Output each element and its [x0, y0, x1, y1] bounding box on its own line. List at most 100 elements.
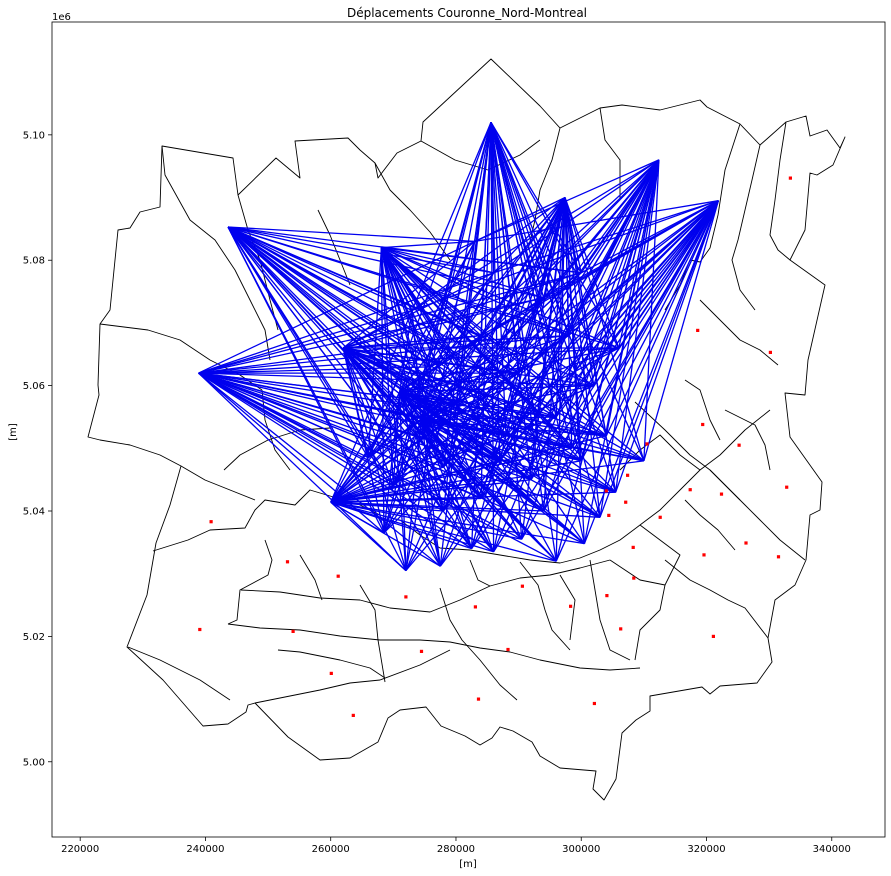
flow-line	[455, 197, 566, 405]
flow-line	[442, 159, 660, 512]
flow-line	[442, 200, 719, 468]
flow-line	[493, 200, 719, 553]
flow-line	[383, 419, 423, 534]
flow-line	[420, 419, 495, 553]
flow-line	[342, 272, 494, 349]
flow-line	[198, 372, 407, 572]
flow-line	[615, 159, 660, 493]
flow-line	[398, 310, 413, 392]
flow-line	[343, 272, 582, 349]
flow-line	[342, 309, 413, 349]
flow-line	[421, 297, 545, 421]
flow-line	[521, 159, 660, 540]
y-tick-label: 5.00	[23, 757, 45, 768]
y-tick-label: 5.06	[23, 381, 45, 392]
flow-line	[330, 460, 582, 503]
flow-line	[330, 460, 644, 503]
flow-line	[398, 391, 407, 571]
flow-line	[615, 200, 720, 493]
centroid-point	[645, 442, 649, 446]
flow-line	[342, 347, 507, 437]
flow-line	[399, 391, 573, 449]
centroid-point	[702, 553, 706, 557]
flow-line	[342, 347, 473, 549]
y-tick-label: 5.02	[23, 632, 45, 643]
flow-line	[342, 347, 645, 462]
flow-line	[571, 159, 660, 449]
flow-line	[405, 420, 423, 571]
flow-line	[480, 122, 492, 336]
flow-line	[330, 501, 522, 540]
centroid-point	[291, 629, 295, 633]
flow-line	[421, 419, 616, 493]
flow-line	[580, 159, 660, 274]
flow-line	[555, 200, 719, 562]
centroid-point	[351, 713, 355, 717]
y-axis-label: [m]	[8, 423, 19, 441]
centroid-point	[632, 576, 636, 580]
flow-line	[342, 347, 444, 512]
flow-line	[421, 419, 582, 462]
centroid-point	[776, 555, 781, 559]
x-tick-label: 220000	[61, 844, 99, 855]
flow-line	[398, 391, 441, 567]
flow-line	[421, 347, 620, 421]
flow-line	[398, 391, 445, 512]
x-tick-label: 240000	[186, 844, 224, 855]
centroid-point	[285, 560, 290, 564]
flow-line	[430, 122, 492, 367]
flow-line	[505, 159, 660, 437]
x-tick-label: 280000	[437, 844, 475, 855]
centroid-point	[419, 649, 424, 653]
centroid-point	[336, 574, 340, 578]
flow-line	[564, 197, 582, 273]
flow-line	[564, 197, 582, 461]
flow-line	[330, 501, 385, 534]
flow-line	[618, 200, 719, 349]
flow-line	[605, 200, 719, 437]
flow-line	[227, 226, 494, 274]
x-tick-label: 300000	[562, 844, 600, 855]
flow-line	[330, 501, 585, 545]
flow-line	[580, 200, 719, 462]
flow-line	[342, 240, 476, 349]
flow-line	[420, 241, 476, 421]
centroid-point	[785, 485, 789, 489]
flow-line	[380, 247, 407, 571]
flow-line	[392, 419, 423, 487]
x-tick-label: 340000	[813, 844, 851, 855]
flow-line	[198, 272, 494, 374]
flow-line	[421, 334, 570, 421]
flow-line	[392, 122, 492, 487]
flow-line	[383, 391, 401, 533]
centroid-point	[624, 500, 628, 504]
flow-line	[490, 122, 617, 493]
centroid-point	[592, 701, 596, 706]
flow-line	[367, 391, 401, 458]
flow-line	[343, 334, 482, 349]
flow-line	[555, 200, 719, 418]
centroid-point	[658, 515, 662, 519]
flow-line	[420, 335, 482, 421]
flow-line	[421, 384, 594, 421]
flow-line	[493, 159, 660, 274]
flow-line	[399, 241, 476, 393]
flow-line	[399, 272, 495, 393]
flow-line	[411, 310, 423, 421]
centroid-point	[520, 584, 524, 588]
centroid-point	[209, 520, 213, 524]
flow-line	[198, 240, 476, 374]
flow-line	[342, 347, 407, 571]
flow-line	[421, 419, 557, 562]
chart-title: Déplacements Couronne_Nord-Montreal	[347, 6, 587, 20]
x-axis-label: [m]	[459, 859, 477, 870]
flow-line	[471, 200, 719, 549]
flow-line	[405, 122, 492, 571]
flow-line	[367, 419, 422, 459]
flow-line	[442, 197, 566, 512]
x-tick-label: 260000	[312, 844, 350, 855]
centroid-point	[604, 489, 608, 493]
centroid-point	[701, 422, 705, 427]
flow-line	[580, 200, 719, 274]
flow-line	[381, 247, 569, 337]
